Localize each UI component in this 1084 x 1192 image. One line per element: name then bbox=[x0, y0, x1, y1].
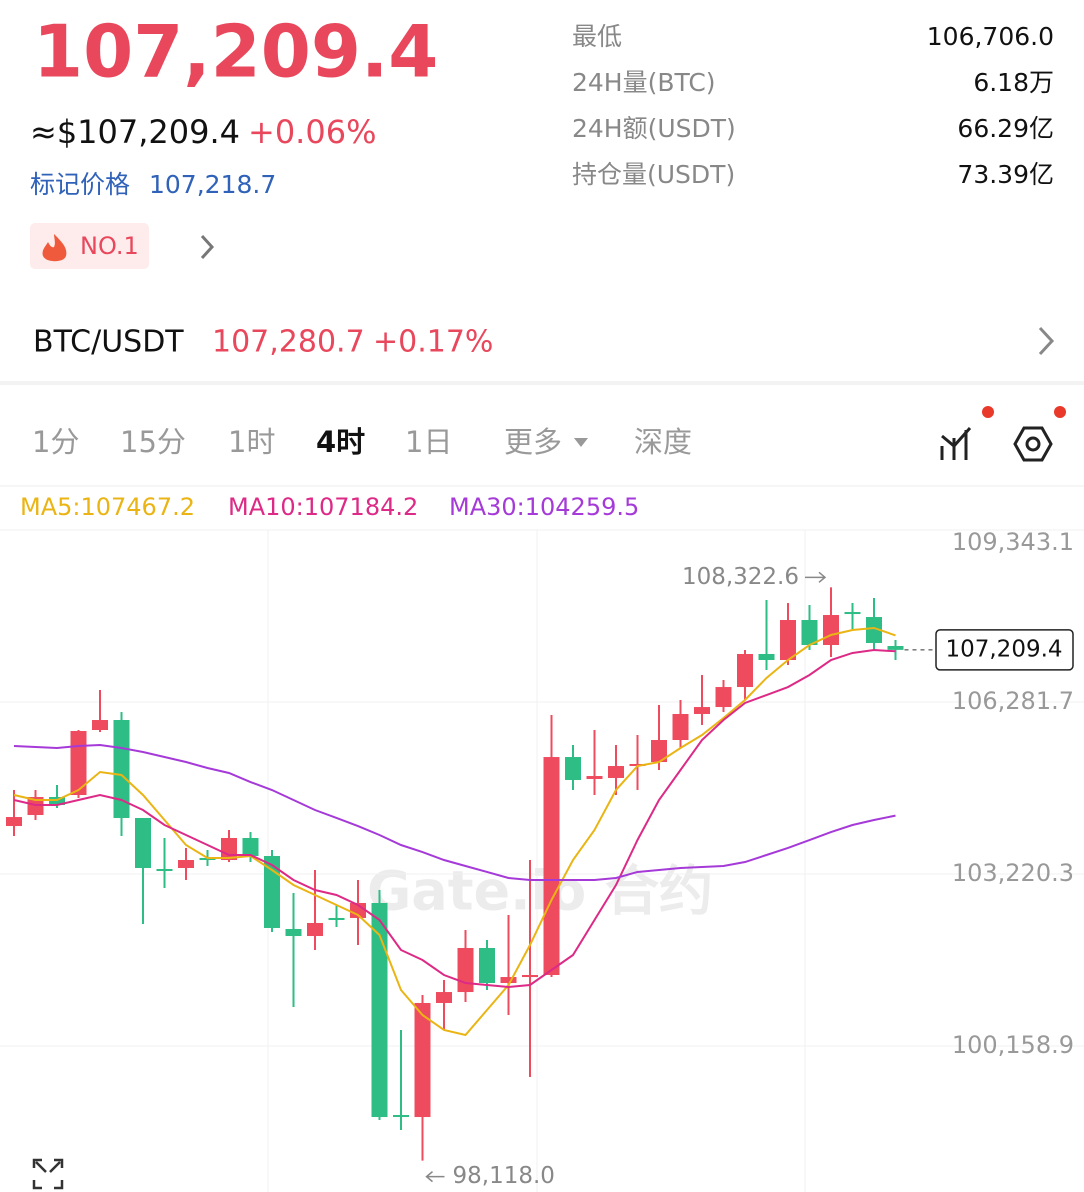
candle-body bbox=[672, 713, 689, 741]
candle-body bbox=[436, 992, 452, 1003]
tab[interactable]: 15分 bbox=[120, 425, 186, 459]
mark-label: 标记价格 bbox=[30, 170, 130, 199]
candle-body bbox=[780, 620, 796, 661]
stat-label: 最低 bbox=[572, 22, 622, 51]
chevron[interactable] bbox=[200, 234, 215, 260]
candle-body bbox=[651, 740, 667, 763]
candle-body bbox=[242, 837, 259, 857]
indicator-icon[interactable] bbox=[940, 427, 972, 460]
candle-body bbox=[608, 766, 624, 778]
candle-body bbox=[500, 977, 517, 983]
candle-body bbox=[285, 928, 302, 937]
candle-body bbox=[27, 797, 44, 816]
high-label: 108,322.6 bbox=[682, 564, 799, 590]
candle-body bbox=[414, 1002, 431, 1118]
candle-body bbox=[393, 1115, 409, 1118]
low-label: 98,118.0 bbox=[453, 1163, 555, 1189]
candle-body bbox=[307, 922, 323, 937]
candle-body bbox=[457, 947, 474, 993]
legend-entry: MA5:107467.2 bbox=[20, 493, 195, 521]
y-tick-label: 103,220.3 bbox=[952, 859, 1074, 887]
ma-line bbox=[13, 744, 896, 882]
pair-name[interactable]: BTC/USDT bbox=[33, 325, 184, 360]
legend-entry: MA30:104259.5 bbox=[449, 493, 639, 521]
ma-line bbox=[13, 649, 896, 988]
fullscreen-icon[interactable] bbox=[32, 1158, 64, 1190]
stat-value: 73.39亿 bbox=[957, 160, 1054, 189]
candle-body bbox=[156, 868, 173, 872]
stat-value: 6.18万 bbox=[973, 68, 1054, 97]
candle-body bbox=[758, 653, 775, 661]
candle-body bbox=[565, 757, 581, 781]
last-price: 107,209.4 bbox=[33, 10, 438, 94]
low-arrow bbox=[425, 1171, 445, 1183]
candle-body bbox=[199, 857, 216, 861]
tab[interactable]: 4时 bbox=[316, 425, 365, 459]
notice-dot bbox=[1054, 406, 1066, 418]
legend-entry: MA10:107184.2 bbox=[228, 493, 418, 521]
settings-icon[interactable] bbox=[1013, 426, 1053, 462]
candle-body bbox=[479, 947, 495, 983]
last-price-label: 107,209.4 bbox=[945, 636, 1062, 662]
candle-body bbox=[844, 612, 861, 615]
mark-price: 107,218.7 bbox=[149, 170, 276, 199]
candle-body bbox=[371, 902, 388, 1118]
candle-body bbox=[6, 817, 22, 827]
ma-line bbox=[13, 626, 896, 1037]
fire-icon bbox=[42, 234, 67, 262]
tab[interactable]: 1日 bbox=[405, 425, 452, 459]
candle-body bbox=[737, 653, 753, 688]
candle-body bbox=[522, 975, 538, 978]
price-change: +0.06% bbox=[248, 113, 376, 151]
notice-dot bbox=[982, 406, 994, 418]
candle-body bbox=[715, 687, 732, 708]
y-tick-label: 106,281.7 bbox=[952, 687, 1074, 715]
settings-icon-center bbox=[1025, 436, 1041, 452]
usd-price: ≈$107,209.4 bbox=[30, 113, 240, 151]
y-tick-label: 109,343.1 bbox=[952, 528, 1074, 556]
candle-body bbox=[694, 707, 710, 714]
stat-value: 106,706.0 bbox=[927, 22, 1054, 51]
badge-text: NO.1 bbox=[80, 232, 139, 260]
candle-body bbox=[178, 860, 194, 868]
chart: Gate.io 合约109,343.1106,281.7103,220.3100… bbox=[0, 528, 1084, 1189]
candle-body bbox=[801, 620, 818, 646]
candle-body bbox=[823, 615, 839, 646]
candle-body bbox=[866, 617, 882, 643]
divider bbox=[0, 381, 1084, 385]
high-arrow bbox=[805, 571, 827, 583]
candle-body bbox=[113, 720, 130, 818]
candle-body bbox=[328, 917, 345, 921]
stat-label: 24H量(BTC) bbox=[572, 68, 716, 97]
candle-body bbox=[49, 797, 65, 806]
chevron[interactable] bbox=[1038, 326, 1055, 356]
candle-body bbox=[887, 646, 904, 650]
y-tick-label: 100,158.9 bbox=[952, 1031, 1074, 1059]
tab[interactable]: 更多 bbox=[504, 425, 562, 459]
last-price-box bbox=[935, 629, 1074, 671]
tab[interactable]: 1时 bbox=[228, 425, 275, 459]
candle-body bbox=[586, 776, 603, 779]
stat-value: 66.29亿 bbox=[957, 114, 1054, 143]
tab[interactable]: 深度 bbox=[634, 425, 692, 459]
stat-label: 持仓量(USDT) bbox=[572, 160, 735, 189]
candle-body bbox=[92, 720, 108, 731]
pair-change: +0.17% bbox=[373, 325, 493, 360]
stat-label: 24H额(USDT) bbox=[572, 114, 736, 143]
candle-body bbox=[135, 817, 151, 868]
pair-price: 107,280.7 bbox=[212, 325, 365, 360]
dropdown-arrow bbox=[574, 438, 588, 447]
candle-body bbox=[543, 757, 560, 976]
tab[interactable]: 1分 bbox=[32, 425, 79, 459]
